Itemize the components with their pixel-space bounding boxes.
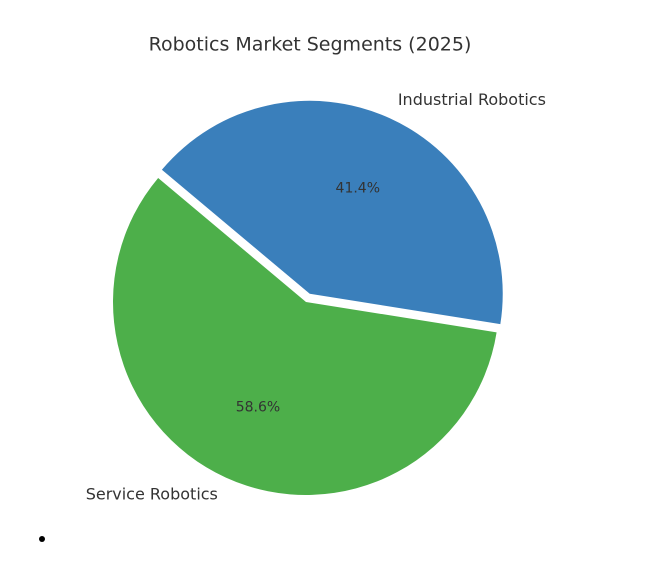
slice-label: Service Robotics xyxy=(86,485,218,504)
bullet xyxy=(39,536,45,542)
slice-label: Industrial Robotics xyxy=(398,90,546,109)
percent-label: 58.6% xyxy=(236,399,280,415)
pie-slice xyxy=(161,100,503,325)
percent-label: 41.4% xyxy=(336,180,380,196)
pie-slice xyxy=(112,177,497,496)
chart-title: Robotics Market Segments (2025) xyxy=(149,34,472,56)
